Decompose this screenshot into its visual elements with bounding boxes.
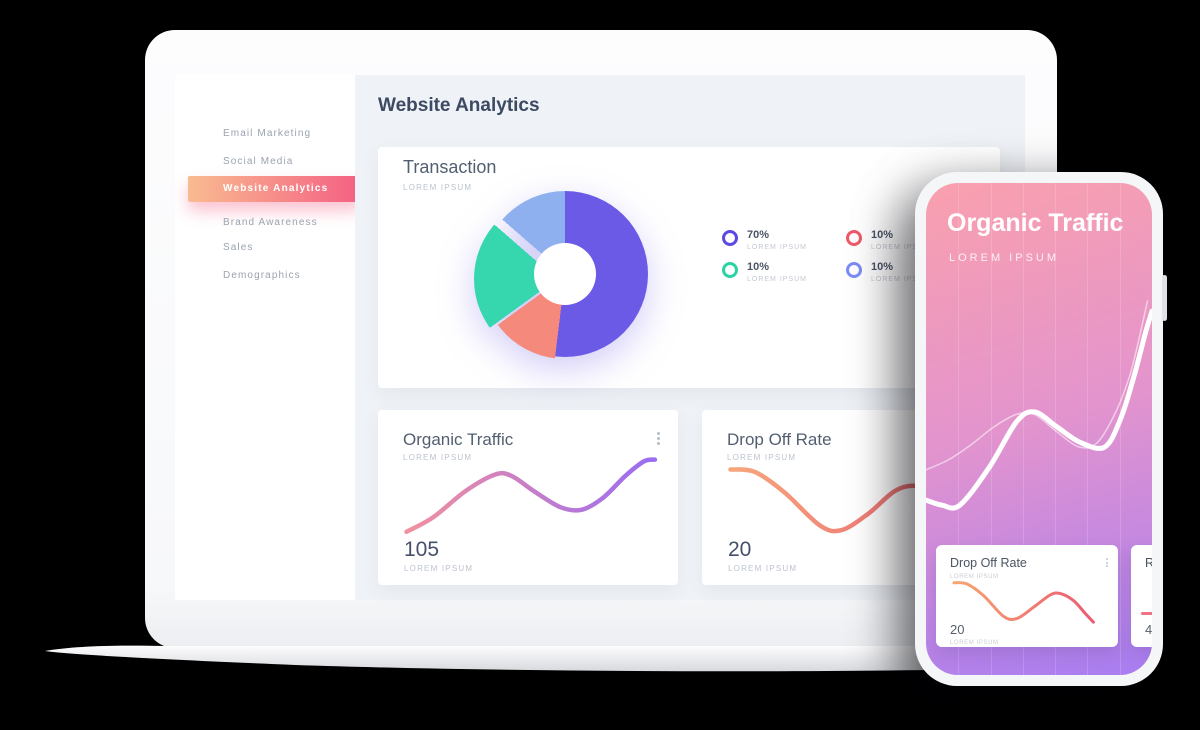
metric-value: 4: [1145, 622, 1152, 637]
laptop-base: [45, 645, 1065, 672]
metric-label: LOREM IPSUM: [404, 564, 474, 573]
legend-value: 10%: [871, 229, 894, 241]
phone-partial-card: R 4: [1131, 545, 1152, 647]
card-title: Drop Off Rate: [950, 556, 1027, 570]
legend-ring-icon: [846, 262, 862, 278]
laptop-screen: Email Marketing Social Media Website Ana…: [175, 75, 1025, 600]
organic-traffic-chart: [393, 458, 663, 540]
kebab-menu-icon[interactable]: [655, 430, 662, 447]
card-title: R: [1145, 556, 1152, 570]
phone-page-subtitle: LOREM IPSUM: [949, 252, 1060, 264]
phone-organic-traffic-chart: [926, 301, 1152, 553]
phone: Organic Traffic LOREM IPSUM Drop Off Rat…: [915, 172, 1167, 686]
transaction-donut: [474, 191, 648, 362]
kebab-menu-icon[interactable]: [1106, 558, 1108, 567]
legend-value: 70%: [747, 229, 770, 241]
legend-caption: LOREM IPSUM: [747, 276, 808, 283]
legend-caption: LOREM IPSUM: [871, 244, 932, 251]
card-title: Drop Off Rate: [727, 430, 832, 449]
legend-ring-icon: [722, 230, 738, 246]
legend-item-purple: 70% LOREM IPSUM: [722, 229, 846, 251]
sidebar-item-demographics[interactable]: Demographics: [223, 270, 301, 281]
legend-ring-icon: [846, 230, 862, 246]
card-subtitle: LOREM IPSUM: [403, 183, 473, 192]
phone-page-title: Organic Traffic: [947, 209, 1124, 237]
sidebar-item-email-marketing[interactable]: Email Marketing: [223, 128, 312, 139]
metric-label: LOREM IPSUM: [950, 640, 999, 646]
card-subtitle: LOREM IPSUM: [403, 453, 473, 462]
legend-item-red: 10% LOREM IPSUM: [846, 229, 931, 251]
legend-item-blue: 10% LOREM IPSUM: [846, 261, 931, 283]
metric-value: 20: [728, 538, 752, 561]
sidebar: Email Marketing Social Media Website Ana…: [175, 75, 362, 600]
legend-ring-icon: [722, 262, 738, 278]
card-subtitle: LOREM IPSUM: [727, 453, 797, 462]
mini-chart-fragment: [1141, 612, 1152, 615]
page-title: Website Analytics: [378, 95, 540, 116]
sidebar-item-sales[interactable]: Sales: [223, 242, 254, 253]
legend-caption: LOREM IPSUM: [871, 276, 932, 283]
phone-screen: Organic Traffic LOREM IPSUM Drop Off Rat…: [926, 183, 1152, 675]
phone-drop-off-chart: [944, 578, 1110, 625]
donut-legend: 70% LOREM IPSUM 10% LOREM IPSUM 10% LORE…: [722, 229, 931, 283]
sidebar-item-brand-awareness[interactable]: Brand Awareness: [223, 217, 318, 228]
card-subtitle: LOREM IPSUM: [950, 574, 999, 580]
metric-value: 105: [404, 538, 440, 561]
organic-traffic-card: Organic Traffic LOREM IPSUM 105 LOREM IP…: [378, 410, 678, 585]
phone-side-button: [1162, 275, 1167, 321]
transaction-card: Transaction LOREM IPSUM 70% LOREM IPSUM …: [378, 147, 1000, 388]
main-content: Website Analytics Transaction LOREM IPSU…: [355, 75, 1025, 600]
legend-caption: LOREM IPSUM: [747, 244, 808, 251]
card-title: Organic Traffic: [403, 430, 514, 449]
metric-value: 20: [950, 622, 965, 637]
sidebar-item-social-media[interactable]: Social Media: [223, 156, 294, 167]
sidebar-item-website-analytics[interactable]: Website Analytics: [188, 176, 362, 202]
sidebar-item-label: Website Analytics: [223, 183, 329, 194]
metric-label: LOREM IPSUM: [728, 564, 798, 573]
legend-value: 10%: [747, 261, 770, 273]
phone-drop-off-card: Drop Off Rate LOREM IPSUM 20 LOREM IPSUM: [936, 545, 1118, 647]
card-title: Transaction: [403, 157, 497, 177]
legend-value: 10%: [871, 261, 894, 273]
legend-item-teal: 10% LOREM IPSUM: [722, 261, 846, 283]
donut-hole: [534, 243, 596, 305]
